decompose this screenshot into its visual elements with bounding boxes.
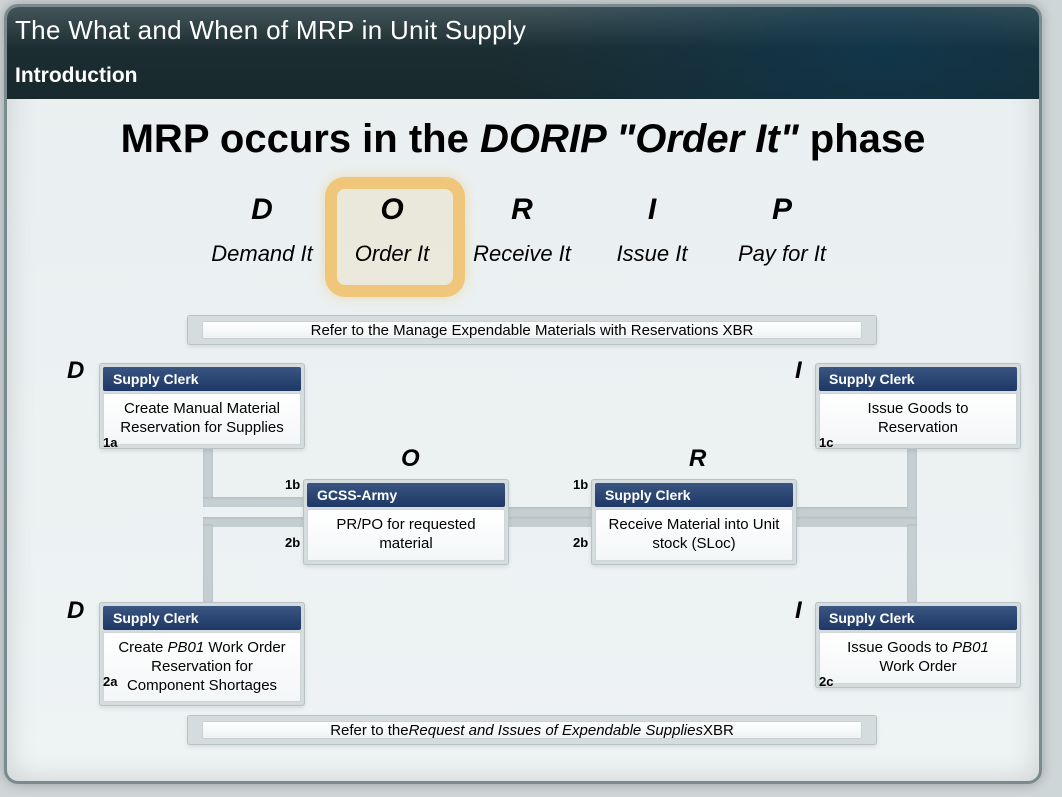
step-number: 1b <box>285 477 300 492</box>
card-body: Create Manual Material Reservation for S… <box>103 393 301 445</box>
dorip-label: Order It <box>327 241 457 267</box>
phase-mark-o: O <box>401 445 420 473</box>
section-title: Introduction <box>15 64 1039 88</box>
card-body: Issue Goods to PB01 Work Order <box>819 632 1017 684</box>
ref-bottom-suffix: XBR <box>703 722 734 739</box>
phase-mark-r: R <box>689 445 706 473</box>
step-number: 2b <box>285 535 300 550</box>
dorip-col-i: I Issue It <box>587 193 717 267</box>
reference-bar-top: Refer to the Manage Expendable Materials… <box>187 315 877 345</box>
process-card-c1c: Supply ClerkIssue Goods to Reservation <box>815 363 1021 449</box>
dorip-letter: I <box>587 193 717 227</box>
dorip-label: Demand It <box>197 241 327 267</box>
process-card-c2c: Supply ClerkIssue Goods to PB01 Work Ord… <box>815 602 1021 688</box>
dorip-letter: R <box>457 193 587 227</box>
connector <box>907 524 917 608</box>
content-area: MRP occurs in the DORIP "Order It" phase… <box>7 99 1039 781</box>
course-title: The What and When of MRP in Unit Supply <box>15 7 1039 46</box>
phase-mark-d: D <box>67 597 84 625</box>
connector <box>203 517 308 527</box>
phase-mark-i: I <box>795 357 802 385</box>
step-number: 2b <box>573 535 588 550</box>
card-role: Supply Clerk <box>819 367 1017 391</box>
connector <box>505 507 595 517</box>
headline: MRP occurs in the DORIP "Order It" phase <box>7 117 1039 162</box>
step-number: 1b <box>573 477 588 492</box>
step-number: 2c <box>819 674 833 689</box>
dorip-col-d: D Demand It <box>197 193 327 267</box>
connector <box>793 517 917 527</box>
step-number: 2a <box>103 674 117 689</box>
process-card-cO: GCSS-ArmyPR/PO for requested material <box>303 479 509 565</box>
reference-bar-bottom: Refer to the Request and Issues of Expen… <box>187 715 877 745</box>
dorip-letter: P <box>717 193 847 227</box>
header: The What and When of MRP in Unit Supply … <box>7 7 1039 99</box>
dorip-col-r: R Receive It <box>457 193 587 267</box>
dorip-row: D Demand ItO Order ItR Receive ItI Issue ItP… <box>197 193 847 267</box>
step-number: 1a <box>103 435 117 450</box>
card-body: Create PB01 Work Order Reservation for C… <box>103 632 301 702</box>
connector <box>203 524 213 606</box>
step-number: 1c <box>819 435 833 450</box>
headline-suffix: phase <box>799 117 926 161</box>
card-body: PR/PO for requested material <box>307 509 505 561</box>
phase-mark-i: I <box>795 597 802 625</box>
card-role: Supply Clerk <box>103 367 301 391</box>
dorip-col-o: O Order It <box>327 193 457 267</box>
connector <box>505 517 595 527</box>
connector <box>793 507 917 517</box>
card-body: Issue Goods to Reservation <box>819 393 1017 445</box>
headline-prefix: MRP occurs in the <box>121 117 480 161</box>
process-card-c2a: Supply ClerkCreate PB01 Work Order Reser… <box>99 602 305 706</box>
headline-emphasis: DORIP "Order It" <box>480 117 799 161</box>
card-body: Receive Material into Unit stock (SLoc) <box>595 509 793 561</box>
phase-mark-d: D <box>67 357 84 385</box>
dorip-letter: D <box>197 193 327 227</box>
slide-frame: The What and When of MRP in Unit Supply … <box>4 4 1042 784</box>
card-role: Supply Clerk <box>819 606 1017 630</box>
process-card-cR: Supply ClerkReceive Material into Unit s… <box>591 479 797 565</box>
dorip-label: Issue It <box>587 241 717 267</box>
process-card-c1a: Supply ClerkCreate Manual Material Reser… <box>99 363 305 449</box>
ref-bottom-em: Request and Issues of Expendable Supplie… <box>409 722 703 739</box>
dorip-label: Receive It <box>457 241 587 267</box>
dorip-col-p: P Pay for It <box>717 193 847 267</box>
card-role: Supply Clerk <box>103 606 301 630</box>
card-role: Supply Clerk <box>595 483 793 507</box>
ref-bottom-prefix: Refer to the <box>330 722 408 739</box>
reference-bar-bottom-text: Refer to the Request and Issues of Expen… <box>202 721 862 739</box>
reference-bar-top-text: Refer to the Manage Expendable Materials… <box>202 321 862 339</box>
dorip-label: Pay for It <box>717 241 847 267</box>
connector <box>203 497 308 507</box>
dorip-letter: O <box>327 193 457 227</box>
card-role: GCSS-Army <box>307 483 505 507</box>
